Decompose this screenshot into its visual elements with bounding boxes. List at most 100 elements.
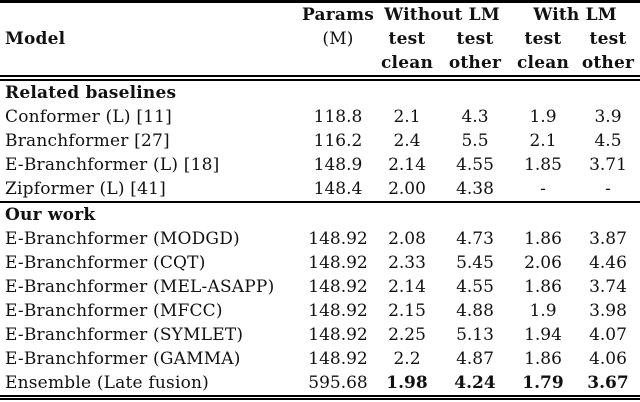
table-row: E-Branchformer (SYMLET) 148.92 2.25 5.13 1.9… — [0, 323, 640, 347]
params-cell: 148.92 — [308, 229, 368, 249]
wer-value-cell: 2.25 — [388, 325, 426, 345]
wer-value-cell: 2.1 — [529, 131, 557, 151]
model-cell: Conformer (L) [11] — [5, 107, 173, 127]
params-cell: 118.8 — [313, 107, 363, 127]
wer-value-cell: 1.86 — [524, 229, 562, 249]
table-row: Branchformer [27] 116.2 2.4 5.5 2.1 4.5 — [0, 129, 640, 153]
wer-value-cell: 3.87 — [589, 229, 627, 249]
params-cell: 148.92 — [308, 349, 368, 369]
wer-value-cell: 4.88 — [456, 301, 494, 321]
table-row: E-Branchformer (MODGD) 148.92 2.08 4.73 1.86… — [0, 227, 640, 251]
wer-value-cell: 3.74 — [589, 277, 627, 297]
section-title: Our work — [0, 201, 640, 227]
params-cell: 148.92 — [308, 277, 368, 297]
wer-value-cell: 2.14 — [388, 155, 426, 175]
params-cell: 595.68 — [308, 373, 368, 393]
wer-value-cell: 4.3 — [461, 107, 489, 127]
wer-value-cell: 1.9 — [529, 107, 557, 127]
header-row-3: clean other clean other — [0, 51, 640, 78]
params-cell: 116.2 — [313, 131, 363, 151]
table-row: E-Branchformer (CQT) 148.92 2.33 5.45 2.06 4.… — [0, 251, 640, 275]
header-row-1: Model Params Without LM With LM — [0, 2, 640, 49]
wer-value-cell: 1.98 — [386, 373, 428, 393]
wer-value-cell: 2.08 — [388, 229, 426, 249]
wer-value-cell: 1.86 — [524, 277, 562, 297]
wer-value-cell: 5.13 — [456, 325, 494, 345]
table-row: E-Branchformer (L) [18] 148.9 2.14 4.55 1.85… — [0, 153, 640, 177]
header-params: Params — [302, 5, 374, 25]
table-header: Model Params Without LM With LM (M) test… — [0, 2, 640, 78]
wer-value-cell: 2.15 — [388, 301, 426, 321]
wer-value-cell: 4.46 — [589, 253, 627, 273]
header-sub-other-2: other — [581, 53, 635, 73]
header-sub-test-4: test — [589, 29, 627, 49]
wer-value-cell: 4.38 — [456, 179, 494, 199]
table-row: E-Branchformer (MEL-ASAPP) 148.92 2.14 4.55… — [0, 275, 640, 299]
table-body: Related baselines Conformer (L) [11] 118.8… — [0, 78, 640, 398]
wer-value-cell: 1.79 — [522, 373, 564, 393]
wer-value-cell: 4.73 — [456, 229, 494, 249]
wer-value-cell: 3.71 — [589, 155, 627, 175]
header-sub-test-3: test — [524, 29, 562, 49]
wer-value-cell: 2.33 — [388, 253, 426, 273]
wer-value-cell: 4.55 — [456, 155, 494, 175]
wer-value-cell: 5.45 — [456, 253, 494, 273]
model-cell: Branchformer [27] — [5, 131, 170, 151]
section-title: Related baselines — [5, 83, 177, 103]
model-cell: E-Branchformer (MFCC) — [5, 301, 223, 321]
wer-value-cell: 2.4 — [393, 131, 421, 151]
model-cell: E-Branchformer (MEL-ASAPP) — [5, 277, 275, 297]
wer-value-cell: 3.98 — [589, 301, 627, 321]
model-cell: E-Branchformer (MODGD) — [5, 229, 240, 249]
section-header-row: Related baselines — [0, 78, 640, 105]
params-cell: 148.92 — [308, 253, 368, 273]
header-sub-test-1: test — [388, 29, 426, 49]
header-group-without-lm: Without LM — [384, 5, 500, 25]
model-cell: Zipformer (L) [41] — [5, 179, 166, 199]
wer-value-cell: 2.2 — [393, 349, 421, 369]
header-sub-clean-1: clean — [381, 53, 433, 73]
wer-value-cell: 1.86 — [524, 349, 562, 369]
params-cell: 148.9 — [313, 155, 363, 175]
header-model: Model — [5, 29, 66, 49]
table-row: Ensemble (Late fusion) 595.68 1.98 4.24 1.79… — [0, 371, 640, 398]
wer-value-cell: 2.06 — [524, 253, 562, 273]
wer-value-cell: - — [540, 179, 546, 199]
table-row: E-Branchformer (GAMMA) 148.92 2.2 4.87 1.86 4… — [0, 347, 640, 371]
header-sub-test-2: test — [456, 29, 494, 49]
wer-value-cell: 2.00 — [388, 179, 426, 199]
header-group-with-lm: With LM — [533, 5, 617, 25]
header-params-unit: (M) — [322, 29, 354, 49]
header-sub-other-1: other — [448, 53, 502, 73]
wer-value-cell: 4.06 — [589, 349, 627, 369]
model-cell: E-Branchformer (L) [18] — [5, 155, 220, 175]
wer-value-cell: 4.07 — [589, 325, 627, 345]
wer-value-cell: 1.94 — [524, 325, 562, 345]
table-row: E-Branchformer (MFCC) 148.92 2.15 4.88 1.9 3.… — [0, 299, 640, 323]
params-cell: 148.4 — [313, 179, 363, 199]
wer-value-cell: 1.85 — [524, 155, 562, 175]
wer-value-cell: 3.9 — [594, 107, 622, 127]
model-cell: Ensemble (Late fusion) — [5, 373, 210, 393]
model-cell: E-Branchformer (CQT) — [5, 253, 206, 273]
wer-value-cell: 3.67 — [587, 373, 629, 393]
wer-value-cell: 1.9 — [529, 301, 557, 321]
table-row: Conformer (L) [11] 118.8 2.1 4.3 1.9 3.9 — [0, 105, 640, 129]
wer-value-cell: 4.55 — [456, 277, 494, 297]
table-row: Zipformer (L) [41] 148.4 2.00 4.38 - - — [0, 177, 640, 202]
wer-value-cell: - — [605, 179, 611, 199]
wer-value-cell: 4.87 — [456, 349, 494, 369]
model-cell: E-Branchformer (GAMMA) — [5, 349, 241, 369]
wer-value-cell: 2.1 — [393, 107, 421, 127]
header-sub-clean-2: clean — [517, 53, 569, 73]
header-row-2: (M) test test test test — [0, 27, 640, 51]
wer-value-cell: 5.5 — [461, 131, 489, 151]
wer-value-cell: 4.24 — [454, 373, 496, 393]
wer-value-cell: 4.5 — [594, 131, 622, 151]
wer-value-cell: 2.14 — [388, 277, 426, 297]
model-cell: E-Branchformer (SYMLET) — [5, 325, 244, 345]
header-params-spacer — [302, 51, 374, 78]
params-cell: 148.92 — [308, 325, 368, 345]
